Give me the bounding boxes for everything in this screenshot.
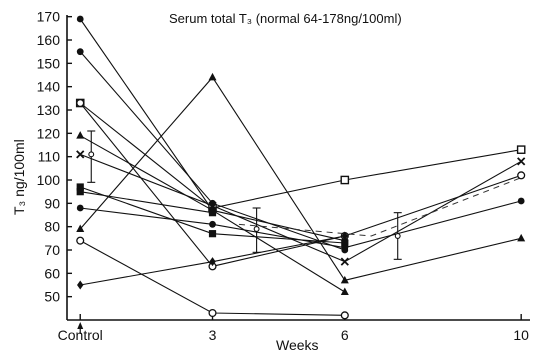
data-point-square-filled [76, 188, 84, 196]
axes: 50 60 70 80 90 100 110 120 130 140 150 160 170 Contro… [37, 9, 530, 343]
mean-point [88, 151, 95, 158]
data-point-square-filled [76, 183, 84, 191]
data-point-triangle-filled [208, 72, 217, 81]
data-point-triangle-filled [76, 131, 85, 139]
data-point-circle-filled [76, 204, 84, 212]
data-point-diamond-filled [341, 231, 348, 241]
y-tick-label: 170 [37, 9, 61, 25]
data-point-triangle-filled [517, 233, 526, 242]
data-point-diamond-filled [77, 280, 84, 290]
data-point-circle-filled [76, 15, 84, 23]
data-point-diamond-filled [209, 257, 216, 267]
series-line-9 [80, 200, 522, 249]
data-point-circle-open [517, 171, 526, 180]
y-tick-label: 70 [44, 242, 60, 258]
data-point-cross [517, 157, 526, 166]
y-tick-label: 120 [37, 125, 61, 141]
mean-point [253, 226, 260, 232]
data-point-circle-filled [76, 48, 84, 56]
x-tick-label: 10 [513, 327, 529, 343]
x-tick-label: Control [58, 327, 103, 343]
errorbar-layer [87, 130, 402, 260]
data-point-square-filled [208, 230, 217, 238]
data-point-square-open [516, 145, 526, 154]
data-point-circle-open [76, 236, 85, 245]
y-tick-label: 150 [37, 55, 61, 71]
data-point-cross [340, 257, 349, 266]
data-point-cross [76, 150, 85, 159]
y-tick-label: 60 [44, 265, 60, 281]
data-point-circle-open [340, 311, 349, 320]
data-point-square-open [340, 175, 350, 185]
data-point-circle-filled [209, 220, 216, 228]
y-tick-label: 50 [44, 289, 60, 305]
data-point-triangle-filled [340, 275, 349, 284]
y-axis-label: T₃ ng/100ml [11, 139, 27, 215]
y-tick-label: 160 [37, 32, 61, 48]
mean-trend-line [238, 177, 522, 237]
data-point-circle-filled [517, 197, 525, 205]
data-point-circle-open [208, 308, 217, 318]
data-point-triangle-filled [340, 287, 349, 295]
y-tick-label: 100 [37, 172, 61, 188]
x-tick-label: 3 [209, 327, 217, 343]
y-tick-label: 80 [44, 219, 60, 235]
chart-title: Serum total T₃ (normal 64-178ng/100ml) [169, 11, 402, 26]
control-arrow [77, 322, 84, 329]
y-tick-label: 130 [37, 102, 61, 118]
series-layer [79, 18, 522, 316]
data-point-square-filled [208, 209, 217, 217]
data-point-circle-filled [341, 244, 349, 252]
series-line-1 [79, 102, 522, 209]
x-tick-label: 6 [341, 327, 349, 343]
data-point-triangle-filled [76, 224, 85, 232]
mean-point [394, 233, 401, 239]
data-point-cross [208, 201, 217, 210]
y-tick-label: 140 [37, 79, 61, 95]
markers-layer [75, 15, 526, 320]
data-point-square-filled [341, 239, 349, 247]
series-line-8 [80, 191, 213, 214]
data-point-circle-open [76, 98, 85, 108]
y-tick-label: 110 [38, 149, 61, 165]
y-tick-label: 90 [44, 195, 60, 211]
series-line-10 [79, 76, 522, 281]
x-axis-label: Weeks [276, 337, 319, 353]
